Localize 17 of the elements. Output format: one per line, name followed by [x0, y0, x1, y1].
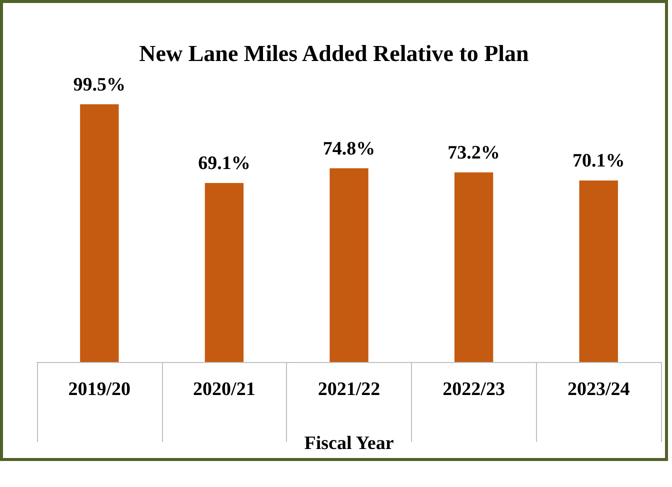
bar — [330, 168, 368, 362]
bar — [204, 183, 244, 362]
bar — [579, 180, 618, 362]
x-axis-title: Fiscal Year — [304, 433, 394, 454]
chart-title: New Lane Miles Added Relative to Plan — [139, 41, 530, 66]
data-label: 74.8% — [322, 138, 376, 160]
x-tick-label: 2022/23 — [442, 379, 505, 400]
x-tick-label: 2019/20 — [68, 379, 131, 400]
bar — [80, 104, 119, 362]
x-tick-label: 2023/24 — [567, 379, 630, 400]
x-tick-label: 2020/21 — [193, 379, 256, 400]
data-label: 99.5% — [73, 74, 126, 96]
data-label: 70.1% — [572, 150, 625, 172]
data-label: 69.1% — [198, 153, 250, 174]
x-tick-label: 2021/22 — [318, 379, 380, 400]
bar — [454, 172, 494, 362]
data-label: 73.2% — [448, 142, 500, 164]
